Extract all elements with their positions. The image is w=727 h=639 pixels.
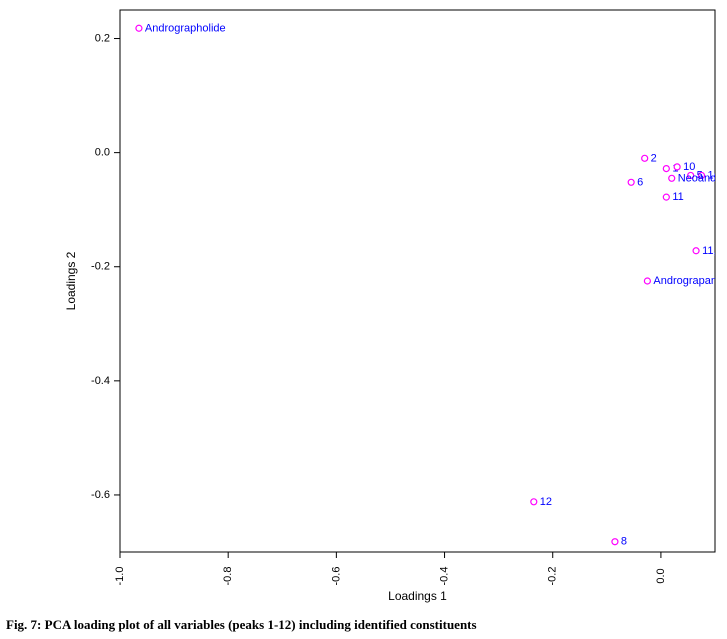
figure-caption: Fig. 7: PCA loading plot of all variable… — [6, 617, 477, 633]
data-point-label: 12 — [540, 496, 552, 508]
data-point — [136, 25, 142, 31]
x-tick-label: -0.8 — [222, 567, 234, 586]
data-point-label: 11,12-DIAP — [702, 245, 727, 257]
x-tick-label: -0.2 — [547, 567, 559, 586]
x-tick-label: -0.4 — [439, 567, 451, 586]
figure-container: -1.0 -0.8 -0.6 -0.4 -0.2 0.0 Loadings 1 -0.6 -0.… — [0, 0, 727, 639]
y-tick-label: -0.6 — [91, 489, 110, 501]
x-tick-label: -1.0 — [114, 567, 126, 586]
data-point-label: Andrograpanin — [653, 275, 725, 287]
data-point-label: 11 — [672, 191, 683, 203]
data-point-label: 8 — [621, 536, 627, 548]
x-tick-label: 0.0 — [655, 568, 667, 583]
data-point-label: Neoandrographo — [678, 172, 727, 184]
data-point-label: 10 — [683, 161, 695, 173]
y-tick-label: 0.2 — [95, 33, 110, 45]
y-tick-label: -0.4 — [91, 375, 110, 387]
data-point — [674, 164, 680, 170]
plot-frame — [120, 10, 715, 552]
data-point-label: 2 — [651, 152, 657, 164]
data-point — [612, 539, 618, 545]
pca-scatter-plot: -1.0 -0.8 -0.6 -0.4 -0.2 0.0 Loadings 1 -0.6 -0.… — [0, 0, 727, 612]
data-point — [663, 194, 669, 200]
data-point — [531, 499, 537, 505]
data-point — [663, 166, 669, 172]
x-axis-label: Loadings 1 — [388, 589, 447, 603]
data-point — [669, 175, 675, 181]
y-tick-label: 0.0 — [95, 147, 110, 159]
data-point — [693, 248, 699, 254]
data-point-label: Andrographolide — [145, 22, 226, 34]
x-tick-label: -0.6 — [330, 567, 342, 586]
data-point — [644, 278, 650, 284]
data-point-label: 6 — [637, 176, 643, 188]
data-layer: Andrographolide211014-Deoxyandro5Neoandr… — [136, 22, 727, 547]
y-tick-label: -0.2 — [91, 261, 110, 273]
data-point — [628, 179, 634, 185]
y-axis-label: Loadings 2 — [64, 251, 78, 310]
data-point — [642, 155, 648, 161]
